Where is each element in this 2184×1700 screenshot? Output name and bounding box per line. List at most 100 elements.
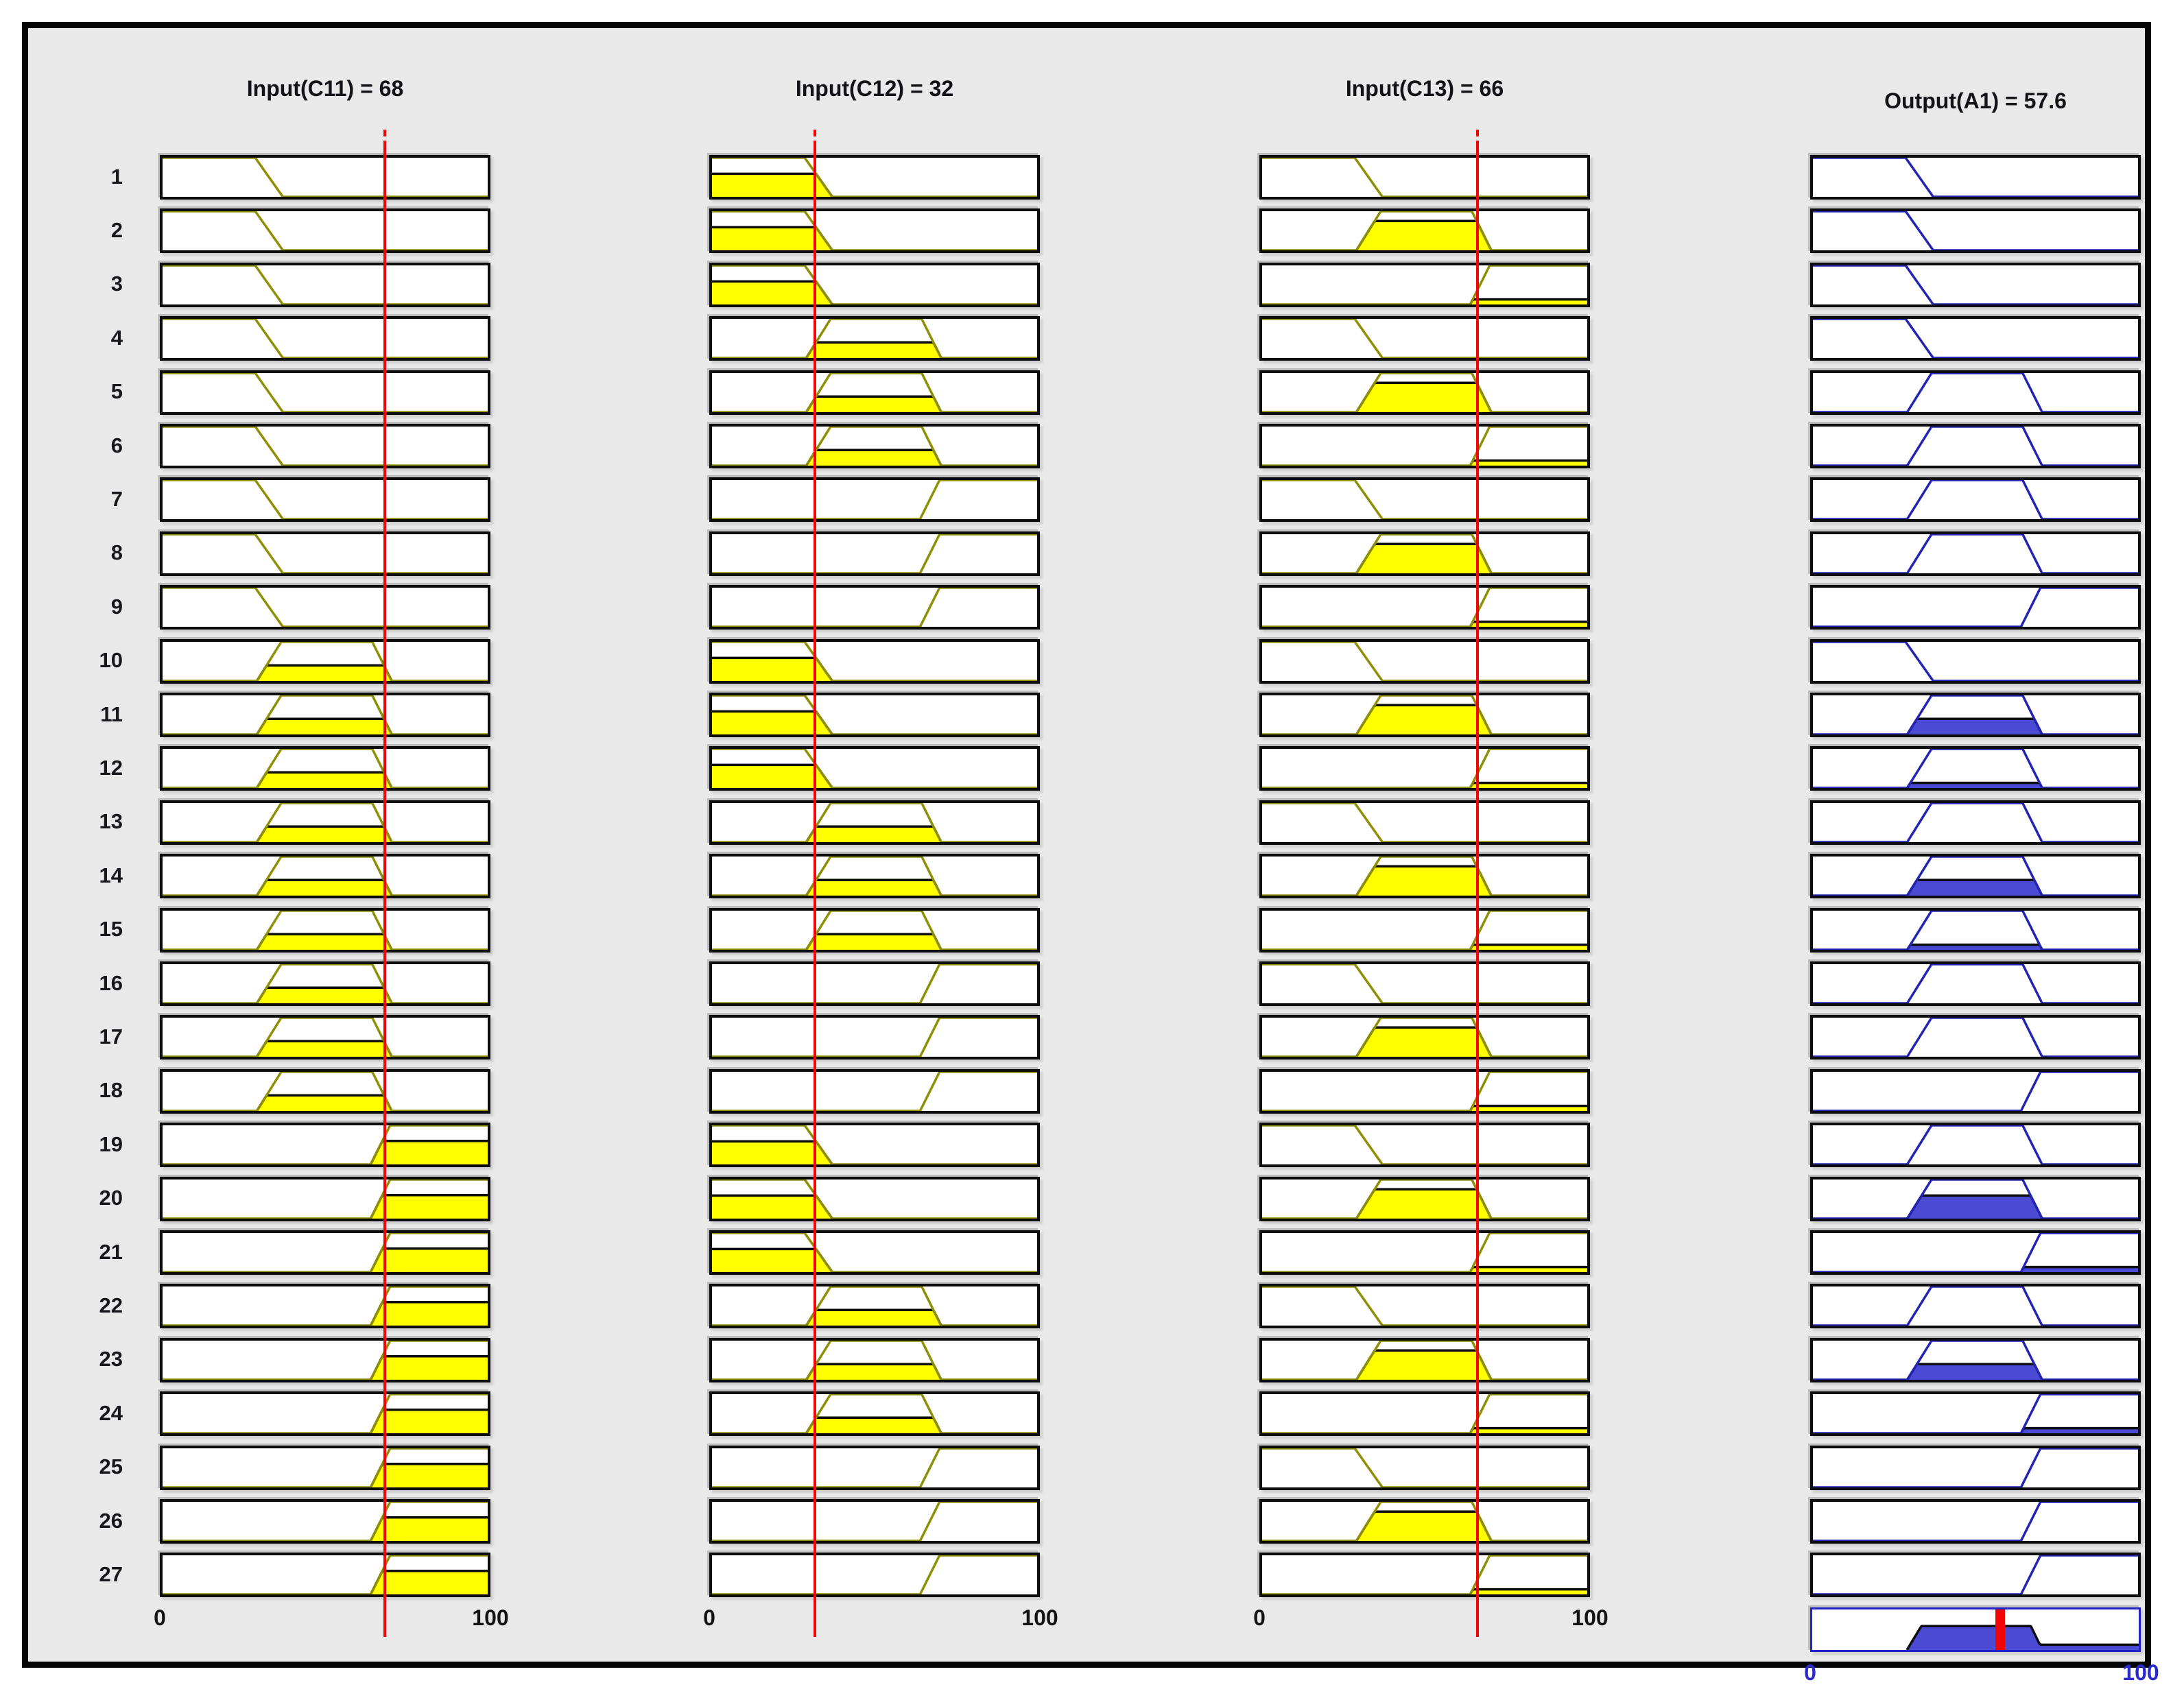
input-mf-cell-c12-rule11[interactable] (709, 693, 1040, 737)
input-mf-cell-c11-rule1[interactable] (160, 155, 490, 200)
input-mf-cell-c12-rule3[interactable] (709, 262, 1040, 307)
input-mf-cell-c12-rule25[interactable] (709, 1445, 1040, 1490)
input-mf-cell-c11-rule27[interactable] (160, 1553, 490, 1598)
input-mf-cell-c12-rule19[interactable] (709, 1123, 1040, 1168)
input-mf-cell-c11-rule23[interactable] (160, 1337, 490, 1382)
input-mf-cell-c13-rule8[interactable] (1259, 531, 1590, 576)
input-mf-cell-c12-rule26[interactable] (709, 1499, 1040, 1544)
input-mf-cell-c11-rule9[interactable] (160, 585, 490, 630)
input-value-line-c11[interactable] (383, 141, 386, 1637)
input-mf-cell-c11-rule15[interactable] (160, 907, 490, 953)
input-mf-cell-c12-rule24[interactable] (709, 1391, 1040, 1437)
input-mf-cell-c11-rule24[interactable] (160, 1391, 490, 1437)
output-mf-cell-rule7 (1810, 477, 2141, 523)
rule-number-14: 14 (99, 863, 123, 887)
input-mf-cell-c13-rule16[interactable] (1259, 961, 1590, 1006)
input-mf-cell-c11-rule11[interactable] (160, 693, 490, 737)
rule-number-25: 25 (99, 1454, 123, 1479)
input-mf-cell-c12-rule16[interactable] (709, 961, 1040, 1006)
axis-label-c13-min: 0 (1253, 1605, 1266, 1630)
column-header-input-c13: Input(C13) = 66 (1345, 76, 1504, 101)
input-mf-cell-c11-rule18[interactable] (160, 1068, 490, 1114)
input-mf-cell-c13-rule17[interactable] (1259, 1015, 1590, 1060)
input-mf-cell-c11-rule21[interactable] (160, 1230, 490, 1275)
output-mf-cell-rule22 (1810, 1284, 2141, 1329)
input-mf-cell-c12-rule12[interactable] (709, 746, 1040, 791)
output-value-marker[interactable] (1995, 1609, 2006, 1650)
input-mf-cell-c13-rule7[interactable] (1259, 477, 1590, 523)
rule-number-17: 17 (99, 1024, 123, 1049)
input-mf-cell-c13-rule4[interactable] (1259, 316, 1590, 361)
input-mf-cell-c12-rule15[interactable] (709, 907, 1040, 953)
input-mf-cell-c11-rule8[interactable] (160, 531, 490, 576)
input-mf-cell-c13-rule13[interactable] (1259, 800, 1590, 845)
input-mf-cell-c11-rule19[interactable] (160, 1123, 490, 1168)
input-mf-cell-c12-rule20[interactable] (709, 1176, 1040, 1221)
input-mf-cell-c11-rule25[interactable] (160, 1445, 490, 1490)
input-mf-cell-c12-rule21[interactable] (709, 1230, 1040, 1275)
input-mf-cell-c13-rule11[interactable] (1259, 693, 1590, 737)
input-mf-cell-c12-rule27[interactable] (709, 1553, 1040, 1598)
input-mf-cell-c12-rule22[interactable] (709, 1284, 1040, 1329)
input-mf-cell-c12-rule7[interactable] (709, 477, 1040, 523)
input-mf-cell-c12-rule18[interactable] (709, 1068, 1040, 1114)
input-mf-cell-c11-rule2[interactable] (160, 208, 490, 254)
input-mf-cell-c13-rule9[interactable] (1259, 585, 1590, 630)
output-mf-cell-rule8 (1810, 531, 2141, 576)
input-mf-cell-c12-rule13[interactable] (709, 800, 1040, 845)
input-mf-cell-c11-rule22[interactable] (160, 1284, 490, 1329)
input-mf-cell-c13-rule14[interactable] (1259, 854, 1590, 899)
input-mf-cell-c12-rule8[interactable] (709, 531, 1040, 576)
output-mf-cell-rule26 (1810, 1499, 2141, 1544)
input-mf-cell-c11-rule16[interactable] (160, 961, 490, 1006)
input-mf-cell-c11-rule5[interactable] (160, 370, 490, 415)
input-mf-cell-c12-rule4[interactable] (709, 316, 1040, 361)
input-mf-cell-c13-rule3[interactable] (1259, 262, 1590, 307)
input-mf-cell-c11-rule26[interactable] (160, 1499, 490, 1544)
rule-number-3: 3 (110, 272, 123, 296)
rule-viewer-frame: Input(C11) = 68 Input(C12) = 32 Input(C1… (22, 22, 2159, 1685)
input-mf-cell-c12-rule5[interactable] (709, 370, 1040, 415)
input-mf-cell-c12-rule9[interactable] (709, 585, 1040, 630)
input-mf-cell-c12-rule6[interactable] (709, 424, 1040, 468)
input-mf-cell-c13-rule24[interactable] (1259, 1391, 1590, 1437)
output-mf-cell-rule16 (1810, 961, 2141, 1006)
input-mf-cell-c13-rule19[interactable] (1259, 1123, 1590, 1168)
input-mf-cell-c13-rule27[interactable] (1259, 1553, 1590, 1598)
input-mf-cell-c13-rule5[interactable] (1259, 370, 1590, 415)
output-mf-cell-rule23 (1810, 1337, 2141, 1382)
input-mf-cell-c12-rule14[interactable] (709, 854, 1040, 899)
input-mf-cell-c13-rule1[interactable] (1259, 155, 1590, 200)
input-mf-cell-c13-rule18[interactable] (1259, 1068, 1590, 1114)
input-mf-cell-c13-rule25[interactable] (1259, 1445, 1590, 1490)
input-mf-cell-c11-rule14[interactable] (160, 854, 490, 899)
input-mf-cell-c11-rule7[interactable] (160, 477, 490, 523)
input-mf-cell-c13-rule15[interactable] (1259, 907, 1590, 953)
input-mf-cell-c13-rule10[interactable] (1259, 638, 1590, 684)
input-mf-cell-c11-rule13[interactable] (160, 800, 490, 845)
input-mf-cell-c12-rule1[interactable] (709, 155, 1040, 200)
input-mf-cell-c12-rule2[interactable] (709, 208, 1040, 254)
input-mf-cell-c11-rule17[interactable] (160, 1015, 490, 1060)
input-mf-cell-c13-rule2[interactable] (1259, 208, 1590, 254)
output-mf-cell-rule11 (1810, 693, 2141, 737)
input-mf-cell-c13-rule23[interactable] (1259, 1337, 1590, 1382)
input-value-line-c12[interactable] (814, 141, 817, 1637)
input-mf-cell-c11-rule3[interactable] (160, 262, 490, 307)
input-mf-cell-c12-rule23[interactable] (709, 1337, 1040, 1382)
input-mf-cell-c13-rule20[interactable] (1259, 1176, 1590, 1221)
input-mf-cell-c11-rule20[interactable] (160, 1176, 490, 1221)
input-mf-cell-c12-rule17[interactable] (709, 1015, 1040, 1060)
input-mf-cell-c13-rule12[interactable] (1259, 746, 1590, 791)
input-mf-cell-c11-rule10[interactable] (160, 638, 490, 684)
input-value-line-c13[interactable] (1476, 141, 1480, 1637)
input-mf-cell-c11-rule6[interactable] (160, 424, 490, 468)
input-mf-cell-c13-rule22[interactable] (1259, 1284, 1590, 1329)
input-mf-cell-c13-rule26[interactable] (1259, 1499, 1590, 1544)
input-mf-cell-c13-rule6[interactable] (1259, 424, 1590, 468)
input-mf-cell-c13-rule21[interactable] (1259, 1230, 1590, 1275)
rule-number-7: 7 (110, 486, 123, 511)
input-mf-cell-c11-rule4[interactable] (160, 316, 490, 361)
input-mf-cell-c11-rule12[interactable] (160, 746, 490, 791)
input-mf-cell-c12-rule10[interactable] (709, 638, 1040, 684)
